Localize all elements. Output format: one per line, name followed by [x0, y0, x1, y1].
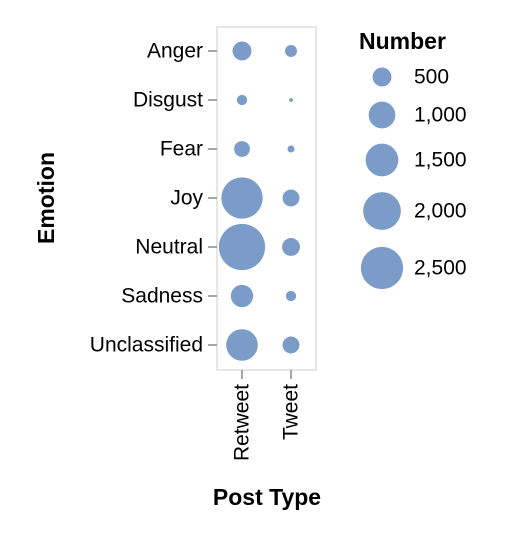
y-tick-label-sadness: Sadness	[121, 285, 203, 308]
bubble-retweet-neutral	[218, 223, 266, 271]
bubble-tweet-fear	[287, 145, 295, 153]
bubble-tweet-joy	[282, 189, 300, 207]
y-axis-title: Emotion	[33, 152, 59, 244]
y-axis: Anger Disgust Fear Joy Neutral Sadness Unclass…	[90, 40, 217, 357]
legend-symbol-500	[372, 67, 392, 87]
x-tick-label-tweet: Tweet	[280, 384, 303, 440]
bubble-retweet-disgust	[236, 94, 248, 106]
bubble-tweet-unclassified	[282, 336, 300, 354]
legend-label-1000: 1,000	[414, 104, 467, 127]
legend-symbol-1000	[368, 101, 396, 129]
bubble-retweet-sadness	[230, 284, 254, 308]
size-legend: Number 500 1,000 1,500 2,000 2,500	[359, 28, 467, 290]
legend-label-500: 500	[414, 66, 449, 89]
legend-label-2000: 2,000	[414, 200, 467, 223]
x-axis-title: Post Type	[213, 484, 321, 510]
bubble-retweet-anger	[232, 41, 252, 61]
y-tick-label-fear: Fear	[160, 138, 203, 161]
bubble-tweet-sadness	[285, 290, 297, 302]
bubble-tweet-neutral	[282, 238, 300, 256]
bubble-marks	[218, 41, 300, 361]
y-tick-label-disgust: Disgust	[133, 89, 203, 112]
bubble-retweet-joy	[221, 177, 263, 219]
x-tick-label-retweet: Retweet	[231, 384, 254, 461]
x-axis: Retweet Tweet	[231, 370, 303, 461]
legend-symbol-2000	[363, 192, 401, 230]
bubble-tweet-anger	[285, 45, 297, 57]
y-tick-label-unclassified: Unclassified	[90, 334, 203, 357]
legend-label-1500: 1,500	[414, 149, 467, 172]
legend-title: Number	[359, 28, 446, 54]
bubble-retweet-fear	[234, 141, 250, 157]
legend-symbol-2500	[360, 246, 404, 290]
bubble-tweet-disgust	[289, 98, 293, 102]
y-tick-label-neutral: Neutral	[135, 236, 203, 259]
y-tick-label-anger: Anger	[147, 40, 203, 63]
y-tick-label-joy: Joy	[170, 187, 203, 210]
legend-symbol-1500	[365, 143, 399, 177]
legend-label-2500: 2,500	[414, 257, 467, 280]
bubble-retweet-unclassified	[226, 329, 258, 361]
